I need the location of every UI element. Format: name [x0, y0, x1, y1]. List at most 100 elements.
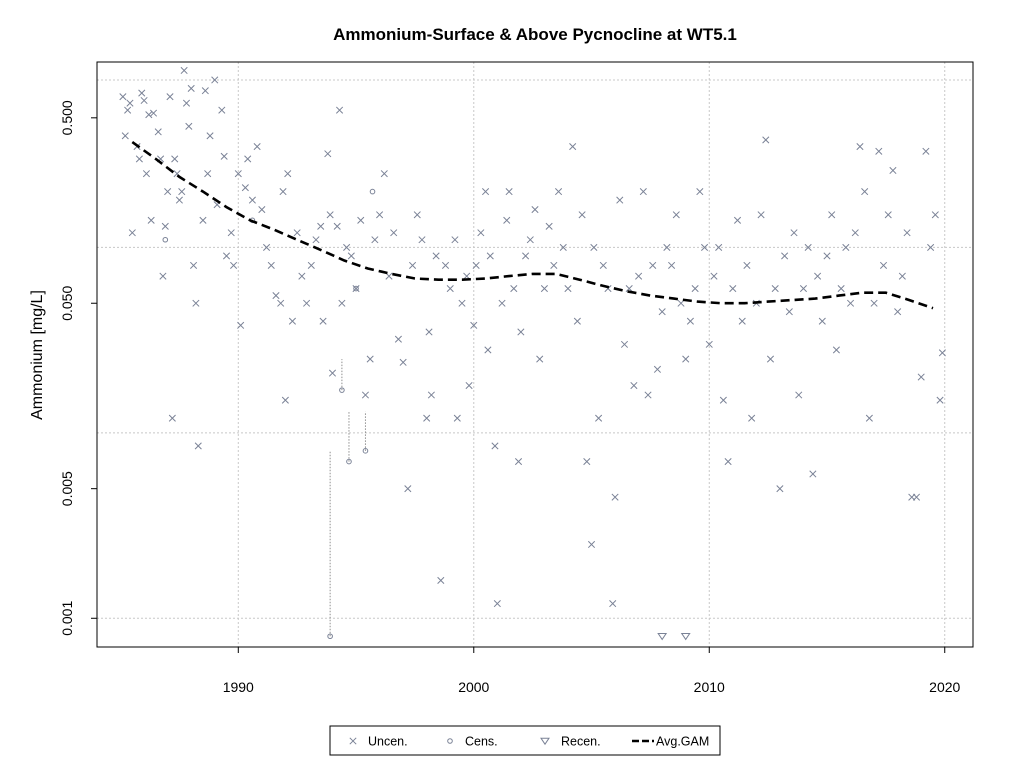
- uncensored-point: [376, 211, 384, 219]
- uncensored-point: [394, 335, 402, 343]
- uncensored-point: [653, 365, 662, 373]
- legend-swatch: [349, 737, 357, 745]
- uncensored-point: [799, 285, 808, 293]
- uncensored-point: [587, 540, 596, 549]
- uncensored-point: [187, 84, 195, 93]
- uncensored-point: [785, 308, 793, 316]
- uncensored-point: [856, 142, 864, 151]
- uncensored-point: [531, 206, 539, 214]
- uncensored-point: [390, 229, 398, 237]
- uncensored-point: [505, 188, 513, 196]
- uncensored-point: [635, 272, 643, 280]
- y-tick-label: 0.005: [59, 471, 75, 506]
- uncensored-point: [927, 243, 935, 251]
- uncensored-point: [861, 188, 869, 196]
- uncensored-point: [484, 346, 492, 354]
- uncensored-point: [917, 373, 925, 381]
- legend-label: Recen.: [561, 735, 601, 749]
- uncensored-point: [477, 229, 485, 237]
- uncensored-point: [517, 328, 525, 336]
- censored-point: [339, 387, 345, 393]
- uncensored-point: [171, 155, 179, 163]
- uncensored-point: [540, 285, 548, 293]
- uncensored-point: [620, 340, 629, 348]
- uncensored-point: [630, 381, 638, 390]
- uncensored-point: [159, 272, 167, 280]
- uncensored-point: [790, 229, 798, 237]
- uncensored-point: [766, 355, 775, 363]
- uncensored-point: [781, 252, 789, 260]
- uncensored-point: [898, 272, 906, 280]
- uncensored-point: [248, 196, 256, 204]
- uncensored-point: [715, 243, 723, 251]
- uncensored-point: [140, 96, 148, 105]
- uncensored-point: [204, 170, 212, 178]
- uncensored-point: [691, 285, 699, 293]
- uncensored-point: [870, 299, 878, 307]
- uncensored-point: [894, 308, 902, 316]
- uncensored-point: [663, 243, 671, 251]
- uncensored-point: [182, 99, 191, 107]
- uncensored-point: [658, 308, 666, 316]
- uncensored-point: [522, 252, 530, 260]
- uncensored-point: [175, 196, 183, 204]
- uncensored-point: [189, 261, 198, 269]
- y-tick-label: 0.500: [59, 100, 75, 135]
- uncensored-point: [595, 414, 603, 422]
- uncensored-point: [126, 99, 134, 107]
- uncensored-point: [639, 188, 647, 196]
- uncensored-point: [564, 285, 572, 293]
- axes: 1990 2000 2010 2020 0.001 0.005 0.050 0.500: [59, 100, 961, 695]
- uncensored-point: [281, 396, 289, 404]
- uncensored-point: [700, 243, 709, 251]
- uncensored-point: [234, 170, 242, 178]
- uncensored-point: [185, 122, 193, 130]
- uncensored-point: [526, 236, 534, 244]
- uncensored-point: [644, 391, 652, 399]
- uncensored-point: [458, 299, 466, 307]
- uncensored-point: [668, 261, 676, 269]
- uncensored-point: [303, 299, 311, 307]
- uncensored-point: [335, 106, 344, 114]
- uncensored-point: [338, 299, 346, 307]
- uncensored-point: [352, 285, 360, 293]
- uncensored-point: [220, 152, 228, 160]
- uncensored-point: [573, 317, 581, 325]
- uncensored-point: [733, 216, 742, 224]
- uncensored-point: [192, 299, 200, 307]
- uncensored-point: [128, 229, 136, 237]
- censored-point: [369, 188, 376, 195]
- uncensored-point: [559, 243, 567, 251]
- uncensored-point: [262, 243, 271, 251]
- uncensored-point: [611, 493, 619, 501]
- uncensored-point: [453, 414, 461, 422]
- y-axis-label: Ammonium [mg/L]: [29, 290, 46, 420]
- uncensored-point: [599, 261, 607, 269]
- chart-title: Ammonium-Surface & Above Pycnocline at W…: [333, 25, 737, 44]
- uncensored-point: [514, 458, 523, 466]
- uncensored-point: [649, 261, 657, 269]
- uncensored-point: [938, 349, 946, 357]
- uncensored-point: [795, 391, 803, 399]
- uncensored-point: [161, 222, 169, 230]
- x-tick-label: 2000: [458, 679, 489, 695]
- uncensored-point: [682, 355, 690, 363]
- uncensored-point: [536, 355, 544, 363]
- uncensored-point: [343, 243, 351, 251]
- gam-line: [131, 141, 934, 310]
- uncensored-point: [757, 211, 765, 219]
- uncensored-point: [578, 211, 586, 219]
- uncensored-point: [237, 321, 245, 329]
- uncensored-point: [164, 188, 172, 196]
- censored-point: [162, 236, 169, 243]
- uncensored-point: [879, 261, 888, 269]
- uncensored-point: [889, 166, 897, 175]
- uncensored-point: [272, 292, 280, 300]
- legend-swatch: [540, 737, 550, 746]
- uncensored-point: [404, 485, 412, 493]
- uncensored-point: [135, 155, 143, 163]
- legend-label: Avg.GAM: [656, 735, 709, 749]
- uncensored-point: [705, 340, 713, 348]
- uncensored-point: [423, 414, 431, 422]
- legend: Uncen. Cens. Recen. Avg.GAM: [329, 725, 721, 756]
